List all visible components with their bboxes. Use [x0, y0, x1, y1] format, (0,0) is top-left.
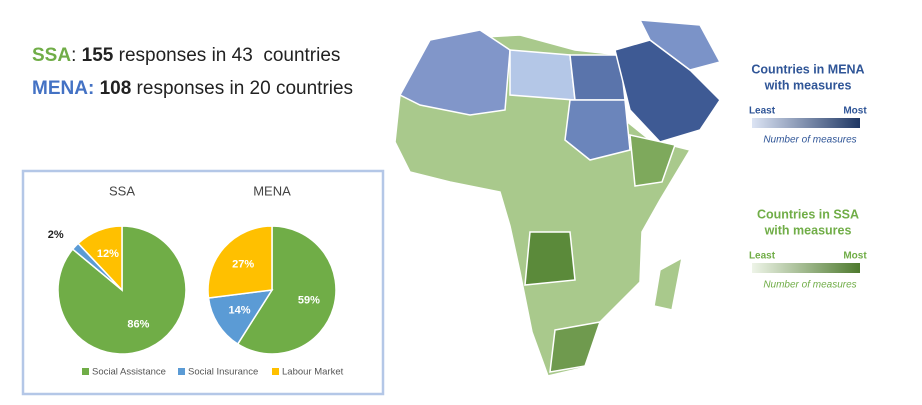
- separator: :: [71, 45, 76, 66]
- south-africa: [549, 321, 602, 373]
- levant-gulf: [638, 19, 722, 71]
- egypt: [569, 54, 626, 101]
- value-label: 2%: [48, 229, 64, 241]
- rest: responses in 20 countries: [137, 78, 354, 99]
- gradient-bar: [752, 118, 860, 128]
- count: 108: [100, 78, 132, 99]
- pie-title: MENA: [253, 183, 291, 198]
- legend-caption: Number of measures: [763, 135, 856, 146]
- legend-swatch: [178, 368, 185, 375]
- maghreb: [398, 29, 511, 116]
- legend-title: Countries in SSA: [757, 207, 859, 221]
- header: SSA: 155 responses in 43 countries MENA:…: [32, 45, 353, 99]
- count: 155: [82, 45, 114, 66]
- gradient-bar: [752, 263, 860, 273]
- libya: [509, 49, 576, 101]
- legend-high: Most: [843, 251, 867, 262]
- map: [394, 19, 722, 377]
- legend-caption: Number of measures: [763, 280, 856, 291]
- region: SSA: [32, 45, 71, 66]
- value-label: 59%: [298, 295, 320, 307]
- madagascar: [653, 256, 684, 311]
- legend-label: Social Assistance: [92, 367, 166, 378]
- legend-low: Least: [749, 106, 776, 117]
- pie-slice: [77, 225, 123, 292]
- rest: responses in 43 countries: [119, 45, 341, 66]
- value-label: 12%: [97, 248, 119, 260]
- value-label: 86%: [127, 319, 149, 331]
- angola: [524, 231, 576, 286]
- legend-swatch: [82, 368, 89, 375]
- pie-title: SSA: [109, 183, 135, 198]
- legend-title: Countries in MENA: [751, 62, 864, 76]
- legend-low: Least: [749, 251, 776, 262]
- ssa-line: SSA: 155 responses in 43 countries: [32, 45, 340, 66]
- legend-swatch: [272, 368, 279, 375]
- pie-slice: [207, 289, 274, 346]
- mena-line: MENA: 108 responses in 20 countries: [32, 78, 353, 99]
- pie-slice: [236, 225, 337, 355]
- legend-high: Most: [843, 106, 867, 117]
- pie-panel: [21, 169, 385, 396]
- ethiopia: [629, 134, 676, 187]
- legend-title: with measures: [764, 78, 852, 92]
- legend-title: with measures: [764, 223, 852, 237]
- legend-label: Social Insurance: [188, 367, 258, 378]
- value-label: 27%: [232, 259, 254, 271]
- legend-label: Labour Market: [282, 367, 344, 378]
- value-label: 14%: [229, 304, 251, 316]
- sudan: [564, 99, 631, 161]
- region: MENA:: [32, 78, 94, 99]
- pie-slice: [207, 225, 273, 299]
